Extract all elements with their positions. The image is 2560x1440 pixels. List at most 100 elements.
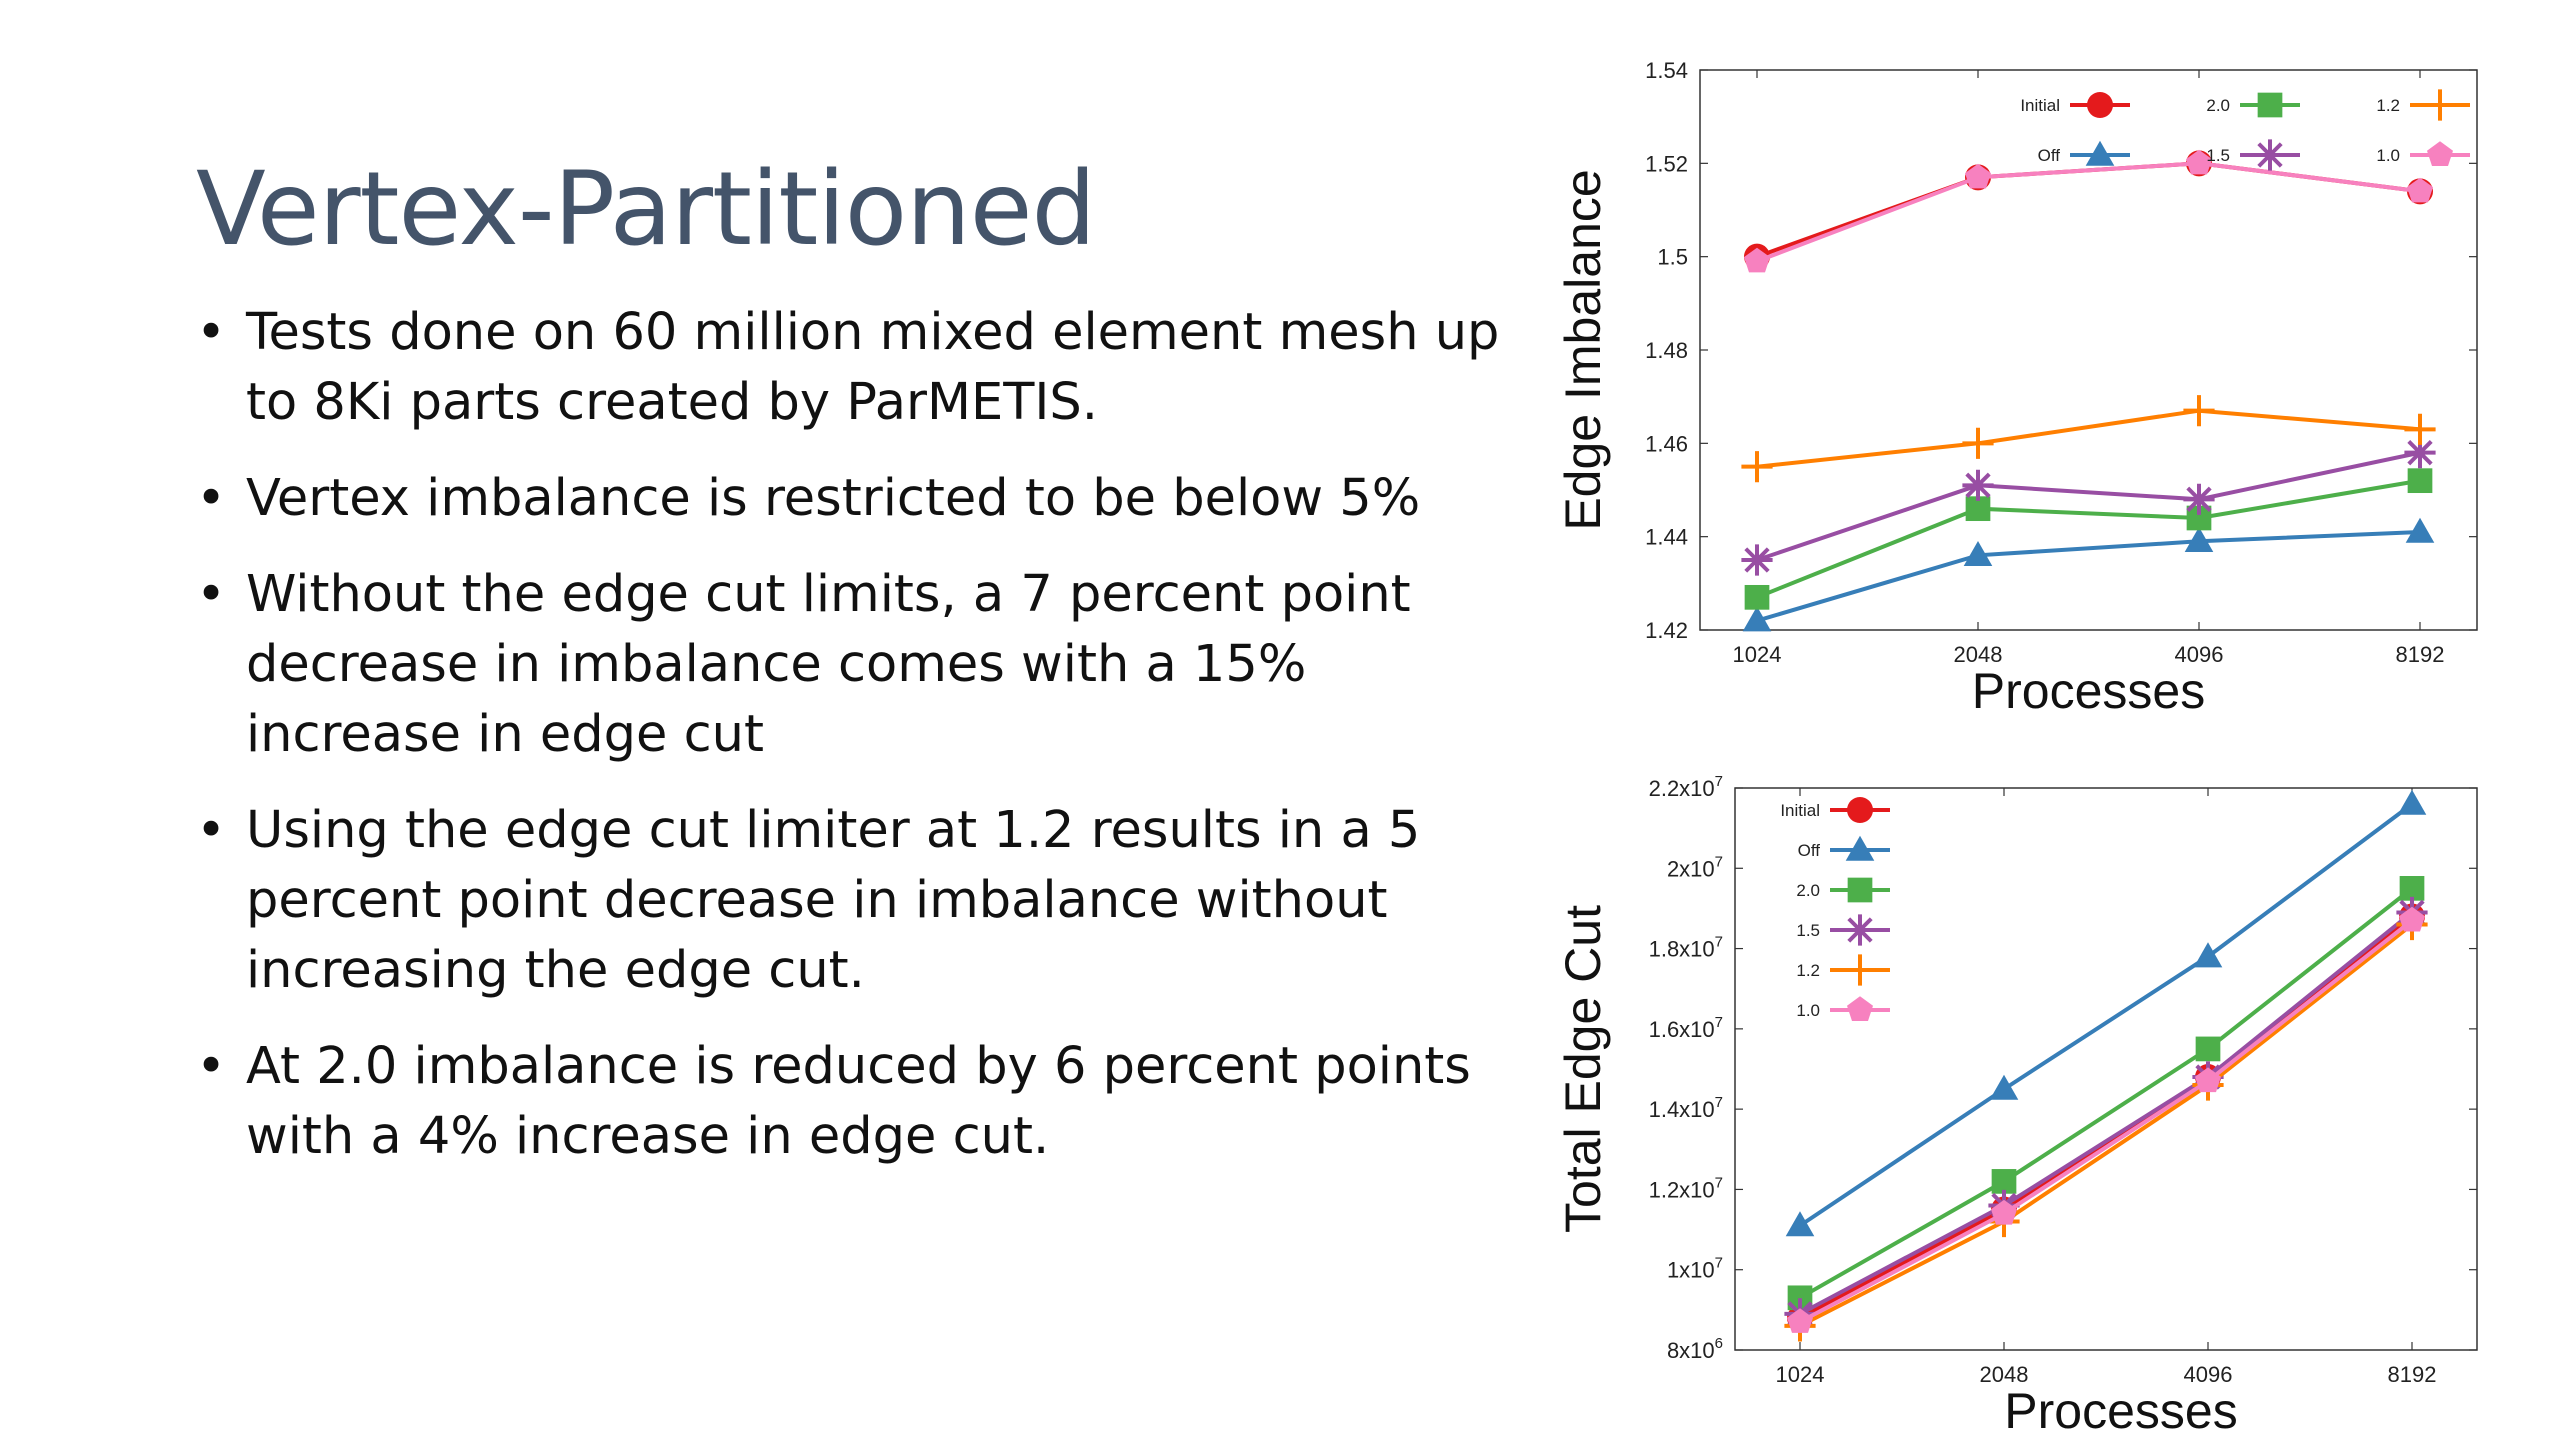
legend-label: 1.2	[2376, 96, 2400, 115]
legend-label: Initial	[1780, 801, 1820, 820]
legend: Initial Off 2.0 1.5 1.2 1.0	[2020, 89, 2470, 171]
legend-marker	[1847, 797, 1873, 823]
data-point	[2399, 906, 2425, 932]
data-point	[1741, 544, 1773, 576]
series-1.2	[1741, 395, 2436, 483]
y-tick-base: 1.6x10	[1649, 1017, 1715, 1042]
legend: Initial Off 2.0 1.5 1.2 1.0	[1780, 797, 1890, 1021]
bullet-text: Using the edge cut limiter at 1.2 result…	[246, 801, 1421, 1000]
legend-label: 1.0	[2376, 146, 2400, 165]
total-edge-cut-chart: 8x1061x1071.2x1071.4x1071.6x1071.8x1072x…	[1555, 773, 2478, 1439]
legend-label: Off	[2038, 146, 2061, 165]
x-tick-label: 2048	[1954, 642, 2003, 667]
data-point	[2399, 876, 2425, 901]
data-point	[1742, 606, 1772, 632]
y-tick-label: 8x106	[1667, 1335, 1723, 1363]
legend-marker	[2427, 141, 2453, 166]
x-tick-label: 8192	[2388, 1362, 2437, 1387]
bullet-item: • At 2.0 imbalance is reduced by 6 percen…	[196, 1032, 1536, 1172]
x-tick-label: 4096	[2175, 642, 2224, 667]
bullet-dot: •	[196, 1037, 227, 1096]
data-point	[1785, 1211, 1815, 1237]
y-tick-exponent: 7	[1715, 934, 1723, 951]
series-2.0	[1744, 468, 2433, 610]
data-point	[2195, 1067, 2221, 1093]
data-point	[2195, 1036, 2221, 1062]
x-tick-label: 1024	[1776, 1362, 1825, 1387]
bullet-dot: •	[196, 801, 227, 860]
x-tick-label: 8192	[2396, 642, 2445, 667]
y-tick-label: 1.2x107	[1649, 1174, 1723, 1202]
y-tick-label: 1x107	[1667, 1255, 1723, 1283]
series-2.0	[1787, 876, 2425, 1311]
edge-imbalance-chart: 1.42 1.44 1.46 1.48 1.5 1.52 1.54 1024 2048 4096 8…	[1555, 58, 2478, 719]
data-point	[2407, 177, 2433, 203]
y-tick-exponent: 7	[1715, 853, 1723, 870]
bullet-text: Tests done on 60 million mixed element m…	[246, 303, 1500, 432]
data-point	[2186, 149, 2212, 175]
x-tick-label: 4096	[2184, 1362, 2233, 1387]
x-tick-label: 1024	[1733, 642, 1782, 667]
legend-marker	[1847, 996, 1873, 1021]
y-tick-label: 2x107	[1667, 853, 1723, 881]
series-line	[1799, 910, 2414, 1316]
data-point	[2183, 483, 2215, 515]
y-tick-label: 1.6x107	[1649, 1014, 1723, 1042]
legend-marker	[2085, 140, 2115, 166]
legend-marker	[1844, 954, 1876, 986]
series-line	[1799, 918, 2414, 1324]
data-point	[1991, 1199, 2017, 1225]
y-tick-base: 2.2x10	[1649, 776, 1715, 801]
bullet-text: At 2.0 imbalance is reduced by 6 percent…	[246, 1037, 1471, 1166]
legend-label: Initial	[2020, 96, 2060, 115]
series-line	[1756, 478, 2421, 600]
legend-marker	[1845, 835, 1875, 861]
bullet-dot: •	[196, 565, 227, 624]
y-tick-base: 2x10	[1667, 856, 1715, 881]
bullet-text: Without the edge cut limits, a 7 percent…	[246, 565, 1411, 764]
data-point	[1965, 163, 1991, 189]
legend-label: Off	[1798, 841, 1821, 860]
y-tick-base: 1.2x10	[1649, 1177, 1715, 1202]
data-point	[2397, 789, 2427, 815]
y-tick-exponent: 7	[1715, 1255, 1723, 1272]
bullet-item: • Vertex imbalance is restricted to be be…	[196, 464, 1536, 534]
bullet-item: • Without the edge cut limits, a 7 percen…	[196, 560, 1536, 770]
y-tick-label: 1.46	[1645, 431, 1688, 456]
y-tick-base: 1.8x10	[1649, 937, 1715, 962]
data-point	[1989, 1074, 2019, 1100]
legend-label: 1.5	[2206, 146, 2230, 165]
series-line	[1756, 530, 2421, 623]
legend-marker	[1847, 877, 1873, 903]
y-tick-label: 1.52	[1645, 151, 1688, 176]
data-point	[1741, 451, 1773, 483]
series-line	[1799, 886, 2414, 1300]
data-point	[1962, 469, 1994, 501]
x-axis-label: Processes	[1972, 663, 2205, 719]
series-1.5	[1741, 437, 2436, 576]
y-tick-label: 1.54	[1645, 58, 1688, 83]
series-line	[1799, 922, 2414, 1328]
bullet-dot: •	[196, 303, 227, 362]
data-point	[2404, 413, 2436, 445]
x-tick-label: 2048	[1980, 1362, 2029, 1387]
y-tick-label: 1.48	[1645, 338, 1688, 363]
legend-marker	[2254, 139, 2286, 171]
legend-marker	[2257, 92, 2283, 118]
legend-label: 2.0	[2206, 96, 2230, 115]
y-tick-base: 8x10	[1667, 1338, 1715, 1363]
series-Initial	[1744, 150, 2433, 270]
series-line	[1756, 450, 2421, 562]
series-1.0	[1744, 149, 2433, 273]
y-axis-label: Total Edge Cut	[1555, 905, 1611, 1233]
bullet-list: • Tests done on 60 million mixed element …	[196, 298, 1536, 1198]
series-Off	[1785, 789, 2427, 1237]
legend-marker	[2087, 92, 2113, 118]
legend-label: 2.0	[1796, 881, 1820, 900]
y-tick-exponent: 7	[1715, 1094, 1723, 1111]
data-point	[1963, 541, 1993, 567]
y-tick-label: 1.44	[1645, 525, 1688, 550]
y-tick-base: 1.4x10	[1649, 1097, 1715, 1122]
data-point	[2405, 517, 2435, 543]
data-point	[2183, 395, 2215, 427]
